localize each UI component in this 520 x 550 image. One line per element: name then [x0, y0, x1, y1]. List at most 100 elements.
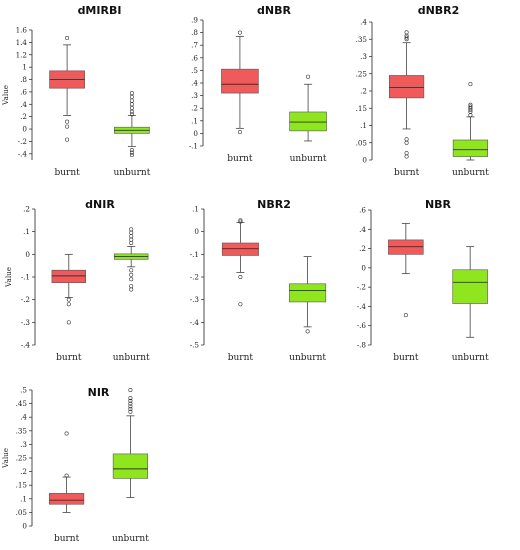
- outlier-point: [64, 473, 69, 478]
- iqr-box: [221, 242, 259, 256]
- y-tick-label: .2: [20, 467, 27, 476]
- outlier-point: [238, 302, 243, 307]
- outlier-point: [306, 74, 311, 79]
- chart-panel-nir: NIR 0 .05 .1 .15 .2 .25 .3 .35 .4 .45 .5 Value burnt u…: [1, 386, 149, 545]
- y-tick-label: .4: [20, 100, 27, 109]
- category-label: burnt: [54, 534, 80, 544]
- chart-title: dNIR: [85, 198, 115, 211]
- y-tick-label: .1: [20, 494, 27, 503]
- outlier-point: [403, 313, 408, 318]
- category-label: burnt: [394, 168, 420, 178]
- category-label: burnt: [228, 353, 254, 363]
- y-tick-label: .1: [191, 116, 198, 125]
- outlier-point: [129, 277, 134, 282]
- chart-panel-nbr2: NBR2 -.5 -.4 -.3 -.2 -.1 0 .1 burnt unburnt: [190, 198, 327, 363]
- category-label: burnt: [227, 154, 253, 164]
- y-tick-label: 1: [22, 63, 27, 72]
- y-tick-label: -.4: [357, 302, 367, 311]
- y-tick-label: .05: [16, 508, 28, 517]
- y-axis-label: Value: [1, 85, 10, 106]
- y-tick-label: .4: [359, 225, 366, 234]
- y-tick-label: .6: [191, 53, 198, 62]
- outlier-point: [65, 137, 70, 142]
- y-tick-label: -.4: [18, 149, 28, 158]
- y-tick-label: -.8: [357, 341, 367, 350]
- outlier-point: [129, 234, 134, 239]
- outlier-point: [129, 112, 134, 117]
- y-tick-label: .25: [356, 69, 368, 78]
- outlier-point: [129, 102, 134, 107]
- box-unburnt: unburnt: [113, 91, 151, 178]
- outlier-point: [128, 404, 133, 409]
- iqr-box: [112, 453, 149, 479]
- box-unburnt: unburnt: [113, 227, 150, 363]
- y-tick-label: 0: [22, 125, 27, 134]
- iqr-box: [289, 111, 327, 132]
- outlier-point: [404, 151, 409, 156]
- box-unburnt: unburnt: [452, 246, 489, 363]
- iqr-box: [51, 269, 87, 283]
- outlier-point: [129, 227, 134, 232]
- y-tick-label: .2: [23, 205, 30, 214]
- y-tick-label: .6: [359, 206, 366, 215]
- y-tick-label: .4: [191, 79, 198, 88]
- y-tick-label: -.3: [190, 295, 200, 304]
- y-tick-label: 0: [25, 250, 30, 259]
- chart-title: dNBR: [257, 4, 291, 17]
- y-tick-label: .35: [356, 35, 368, 44]
- outlier-point: [129, 241, 134, 246]
- y-tick-label: -.5: [190, 341, 200, 350]
- y-tick-label: .2: [360, 87, 367, 96]
- y-tick-label: .1: [192, 205, 199, 214]
- chart-title: NIR: [88, 386, 110, 399]
- outlier-point: [65, 119, 70, 124]
- category-label: unburnt: [452, 353, 489, 363]
- box-burnt: burnt: [51, 253, 87, 363]
- outlier-point: [129, 272, 134, 277]
- box-burnt: burnt: [388, 223, 424, 363]
- y-axis-label: Value: [1, 448, 10, 469]
- y-tick-label: .4: [20, 413, 27, 422]
- outlier-point: [404, 30, 409, 35]
- y-tick-label: .1: [23, 227, 30, 236]
- box-unburnt: unburnt: [112, 387, 149, 544]
- y-tick-label: .6: [20, 87, 27, 96]
- outlier-point: [129, 94, 134, 99]
- y-tick-label: .3: [20, 440, 27, 449]
- y-tick-label: .2: [359, 244, 366, 253]
- outlier-point: [129, 106, 134, 111]
- iqr-box: [221, 68, 259, 94]
- y-tick-label: .1: [360, 121, 367, 130]
- y-tick-label: .2: [20, 112, 27, 121]
- outlier-point: [468, 107, 473, 112]
- y-tick-label: -.2: [190, 273, 199, 282]
- y-tick-label: 0: [194, 227, 199, 236]
- outlier-point: [237, 30, 242, 35]
- y-tick-label: -.1: [190, 250, 199, 259]
- category-label: unburnt: [452, 168, 489, 178]
- iqr-box: [289, 283, 327, 303]
- outlier-point: [129, 268, 134, 273]
- box-unburnt: unburnt: [452, 82, 489, 178]
- outlier-point: [305, 329, 310, 334]
- iqr-box: [388, 75, 425, 99]
- y-tick-label: -.1: [21, 273, 30, 282]
- outlier-point: [128, 401, 133, 406]
- y-tick-label: -.4: [21, 341, 31, 350]
- y-tick-label: -.6: [357, 321, 367, 330]
- chart-title: dNBR2: [418, 4, 460, 17]
- y-tick-label: -.2: [357, 283, 366, 292]
- category-label: unburnt: [290, 154, 327, 164]
- outlier-point: [128, 398, 133, 403]
- outlier-point: [238, 219, 243, 224]
- outlier-point: [128, 396, 133, 401]
- outlier-point: [237, 130, 242, 135]
- iqr-box: [388, 239, 424, 255]
- outlier-point: [129, 230, 134, 235]
- outlier-point: [64, 431, 69, 436]
- y-tick-label: .7: [191, 41, 198, 50]
- outlier-point: [66, 302, 71, 307]
- box-burnt: burnt: [49, 36, 85, 178]
- y-axis-label: Value: [4, 267, 13, 288]
- outlier-point: [129, 91, 134, 96]
